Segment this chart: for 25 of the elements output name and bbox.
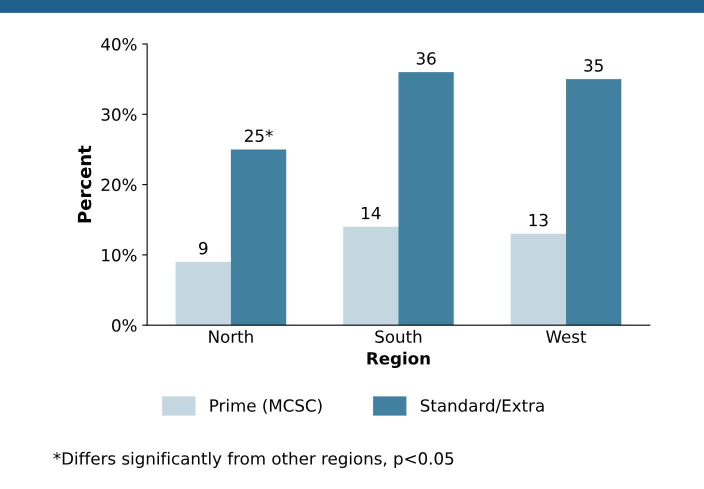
- y-tick-label: 30%: [102, 108, 136, 121]
- data-label: 35: [584, 59, 603, 72]
- y-tick-label: 40%: [101, 38, 136, 51]
- text: *Differs significantly from other regions, p<0.05: [53, 452, 454, 468]
- bar: [343, 226, 398, 326]
- bar: [510, 234, 566, 326]
- y-axis-title: Percent: [78, 146, 92, 222]
- x-tick-label: North: [209, 330, 253, 343]
- data-label: 9: [199, 242, 208, 255]
- data-label: 36: [416, 52, 436, 65]
- bar: [398, 72, 454, 326]
- data-label: 25*: [245, 129, 273, 142]
- bar: [566, 79, 622, 326]
- x-tick-label: West: [546, 330, 586, 343]
- legend-label: Standard/Extra: [420, 398, 544, 414]
- x-tick-label: South: [375, 330, 422, 343]
- legend-label: Prime (MCSC): [210, 398, 322, 414]
- bar: [230, 149, 286, 326]
- y-tick-label: 0%: [112, 319, 136, 332]
- data-label: 13: [530, 214, 548, 226]
- y-tick-label: 10%: [102, 248, 136, 262]
- y-tick-label: 20%: [102, 178, 136, 192]
- x-axis-title: Region: [367, 352, 430, 368]
- bar: [176, 262, 231, 326]
- data-label: 14: [362, 206, 380, 220]
